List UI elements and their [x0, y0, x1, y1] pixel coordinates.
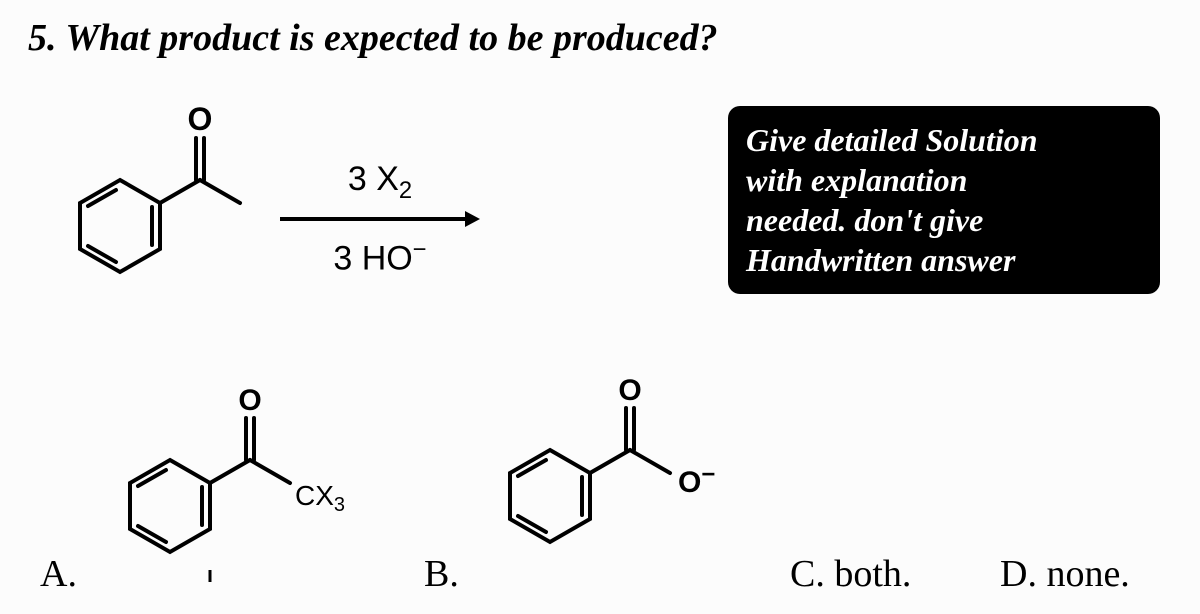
cx3-label: CX3	[295, 480, 345, 516]
reaction-arrow-group: 3 X2 3 HO−	[280, 160, 480, 278]
option-c-text: C. both.	[790, 552, 911, 596]
option-a-label: A.	[40, 552, 77, 596]
callout-line-4: Handwritten answer	[746, 240, 1142, 280]
option-b-structure: O O−	[470, 350, 750, 585]
question-number: 5.	[28, 17, 57, 59]
instruction-callout: Give detailed Solution with explanation …	[728, 106, 1160, 294]
oxygen-label-a: O	[238, 384, 261, 417]
reactant-structure: O	[40, 100, 280, 335]
option-b-label: B.	[424, 552, 459, 596]
option-b-svg: O O−	[470, 350, 750, 580]
oxygen-label: O	[188, 101, 213, 137]
option-a-structure: O CX3	[90, 370, 350, 595]
acetophenone-svg: O	[40, 100, 280, 330]
reagent-top: 3 X2	[280, 160, 480, 205]
reaction-arrow	[280, 209, 480, 229]
reagent-bottom: 3 HO−	[280, 236, 480, 278]
oxygen-label-b-top: O	[618, 374, 641, 407]
callout-line-3: needed. don't give	[746, 200, 1142, 240]
question-text: What product is expected to be produced?	[65, 17, 717, 59]
callout-line-2: with explanation	[746, 160, 1142, 200]
oxygen-label-b-side: O−	[678, 461, 715, 499]
callout-line-1: Give detailed Solution	[746, 120, 1142, 160]
option-a-svg: O CX3	[90, 370, 350, 590]
option-d-text: D. none.	[1000, 552, 1130, 596]
question-title: 5. What product is expected to be produc…	[28, 16, 718, 60]
